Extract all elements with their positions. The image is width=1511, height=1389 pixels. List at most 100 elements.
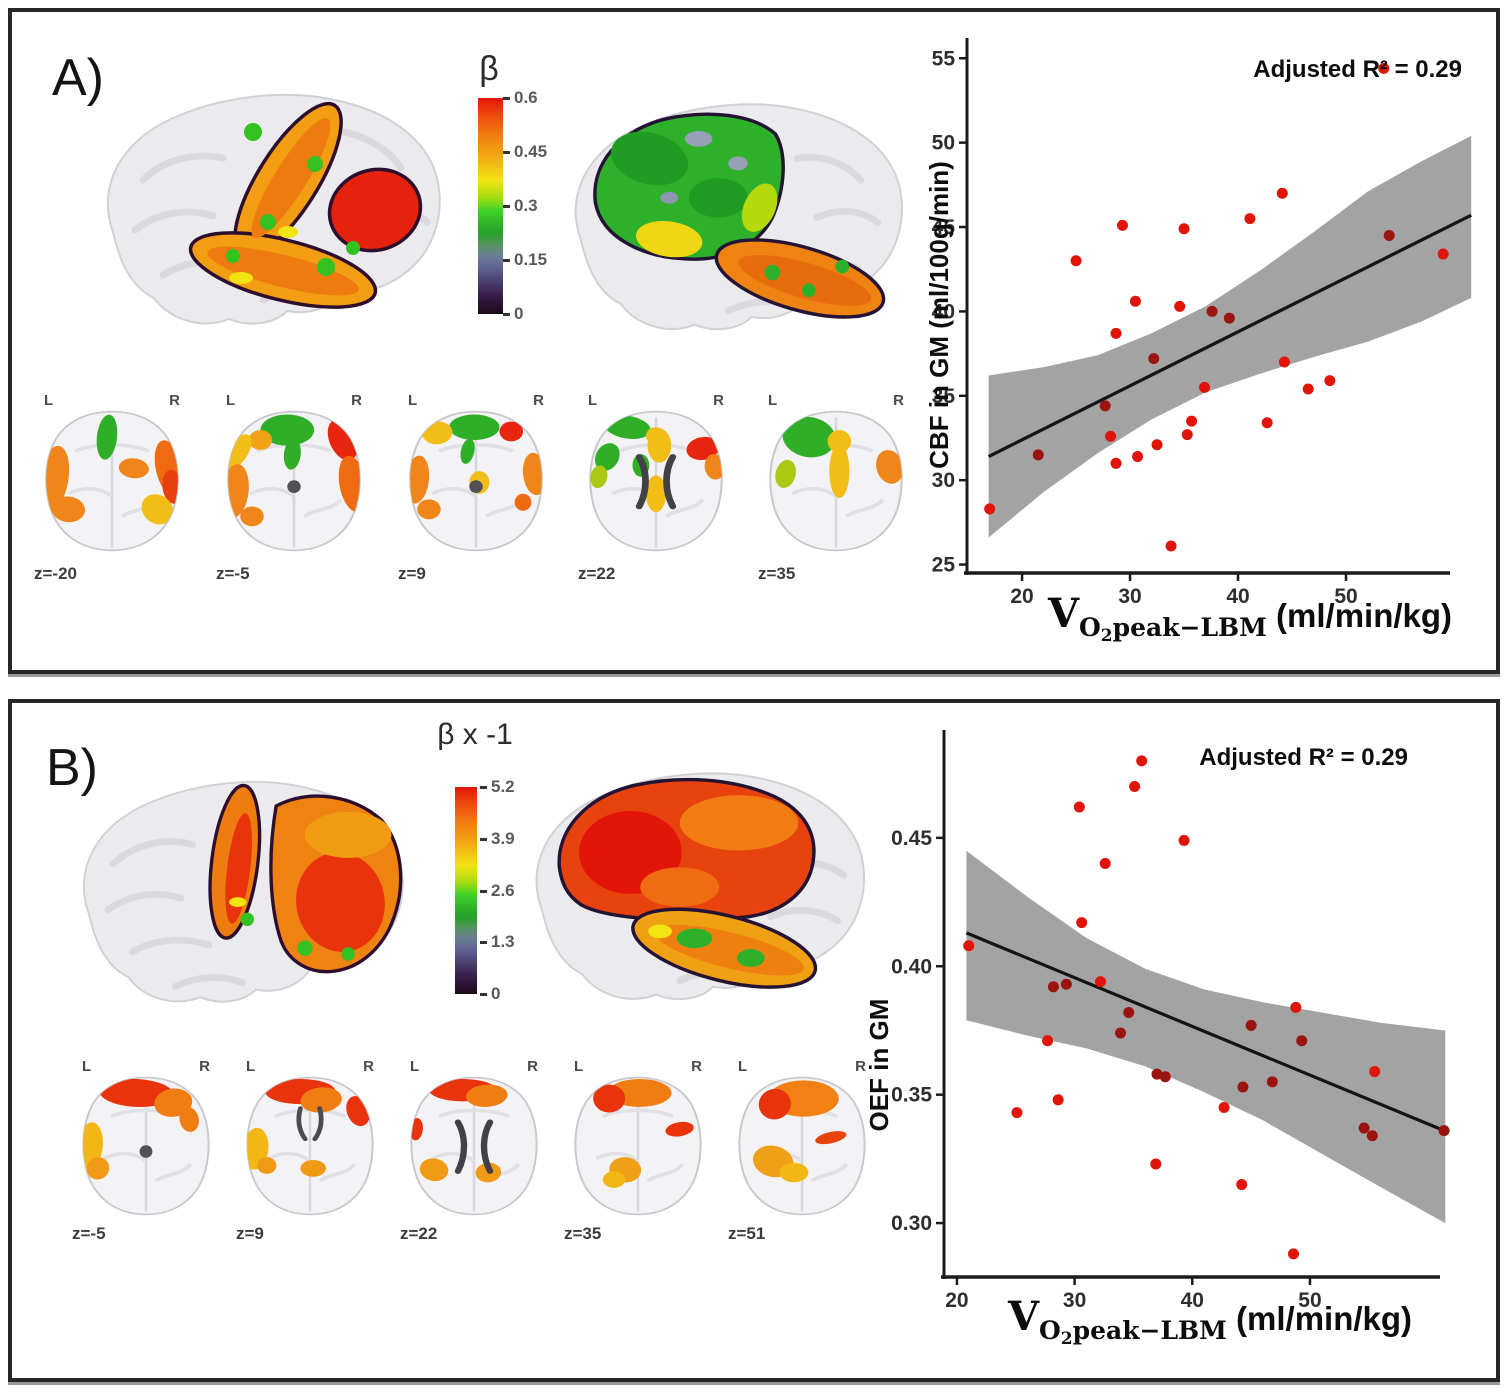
x-tick-label: 20 bbox=[1010, 585, 1033, 608]
data-point bbox=[1105, 430, 1117, 442]
x-axis-label: VO2peak−LBM (ml/min/kg) bbox=[1047, 590, 1452, 646]
x-tick-label: 50 bbox=[1334, 585, 1357, 608]
axial-slice-image bbox=[409, 410, 543, 552]
axial-slice-image bbox=[574, 1076, 702, 1216]
slice-z-label: z=22 bbox=[400, 1224, 438, 1243]
x-tick-label: 40 bbox=[1226, 585, 1249, 608]
data-point bbox=[1116, 219, 1128, 231]
data-point bbox=[1095, 976, 1107, 988]
colorbar-tick-label: 0 bbox=[514, 304, 524, 323]
colorbar-tick-mark bbox=[480, 786, 487, 789]
data-point bbox=[984, 503, 996, 515]
data-point bbox=[1223, 312, 1235, 324]
data-point bbox=[1181, 429, 1193, 441]
x-tick-label: 20 bbox=[945, 1289, 968, 1312]
data-point bbox=[1324, 375, 1336, 387]
slice-z-label: z=-5 bbox=[72, 1224, 106, 1243]
data-point bbox=[1383, 229, 1395, 241]
colorbar-tick-mark bbox=[503, 151, 510, 154]
data-point bbox=[1178, 834, 1190, 846]
data-point bbox=[1245, 1019, 1257, 1031]
colorbar-a-gradient bbox=[478, 98, 503, 314]
data-point bbox=[1437, 248, 1449, 260]
data-point bbox=[1052, 1094, 1064, 1106]
scatter-plot-oef: 20 30 40 50 0.30 0.35 0.40 0.45 Adjusted R² = 0.… bbox=[860, 715, 1510, 1387]
data-point bbox=[1290, 1001, 1302, 1013]
regression-line bbox=[965, 931, 1445, 1133]
annotation-r-squared: Adjusted R² = 0.29 bbox=[1199, 744, 1408, 771]
scatter-canvas-oef: 20 30 40 50 0.30 0.35 0.40 0.45 Adjusted R² = 0.… bbox=[864, 730, 1450, 1349]
colorbar-b: β x -1 5.2 3.9 2.6 1.3 0 bbox=[400, 718, 560, 1003]
data-point bbox=[1151, 439, 1163, 451]
slice-right-label: R bbox=[363, 1058, 374, 1075]
axial-slice-image bbox=[410, 1076, 538, 1216]
colorbar-tick-mark bbox=[503, 97, 510, 100]
slice-left-label: L bbox=[226, 392, 236, 409]
slice-z-label: z=51 bbox=[728, 1224, 766, 1243]
colorbar-tick-mark bbox=[480, 837, 487, 841]
x-tick-label: 30 bbox=[1063, 1289, 1086, 1312]
data-point bbox=[1136, 755, 1148, 767]
data-point bbox=[1278, 356, 1290, 368]
axial-slice-image bbox=[246, 1076, 374, 1216]
data-point bbox=[963, 940, 975, 952]
data-point bbox=[1099, 858, 1111, 870]
data-point bbox=[1159, 1071, 1171, 1083]
data-point bbox=[1110, 327, 1122, 339]
slice-right-label: R bbox=[893, 392, 904, 409]
colorbar-tick-mark bbox=[480, 889, 487, 893]
colorbar-tick-label: 0.3 bbox=[514, 196, 538, 215]
data-point bbox=[1366, 1130, 1378, 1142]
y-tick-label: 50 bbox=[932, 132, 955, 155]
axial-slice-image bbox=[82, 1076, 210, 1216]
confidence-band bbox=[966, 850, 1446, 1224]
slice-z-label: z=22 bbox=[578, 564, 616, 583]
brain-surface-a-left bbox=[106, 93, 441, 325]
data-point bbox=[1218, 1102, 1230, 1114]
data-point bbox=[1199, 381, 1211, 393]
slice-z-label: z=35 bbox=[564, 1224, 602, 1243]
data-point bbox=[1070, 255, 1082, 267]
colorbar-b-title: β x -1 bbox=[437, 718, 513, 751]
data-point bbox=[1129, 780, 1141, 792]
axial-slice-image bbox=[769, 410, 903, 552]
x-tick-label: 50 bbox=[1298, 1289, 1321, 1312]
colorbar-tick-label: 5.2 bbox=[491, 777, 515, 796]
colorbar-tick-mark bbox=[503, 259, 510, 262]
x-axis-label: VO2peak−LBM (ml/min/kg) bbox=[1007, 1293, 1412, 1349]
data-point bbox=[1123, 1006, 1135, 1018]
data-point bbox=[1060, 978, 1072, 990]
data-point bbox=[1165, 540, 1177, 552]
data-point bbox=[1115, 1027, 1127, 1039]
data-point bbox=[1186, 415, 1198, 427]
colorbar-tick-label: 0.15 bbox=[514, 250, 548, 269]
colorbar-a: β 0.6 0.45 0.3 0.15 0 bbox=[455, 50, 575, 323]
slice-right-label: R bbox=[691, 1058, 702, 1075]
slice-z-label: z=-20 bbox=[34, 564, 77, 583]
y-tick-label: 40 bbox=[932, 300, 955, 323]
data-point bbox=[1438, 1125, 1450, 1137]
slice-right-label: R bbox=[351, 392, 362, 409]
brain-surface-b-right bbox=[535, 772, 865, 1001]
annotation-r-squared: Adjusted R² = 0.29 bbox=[1253, 56, 1462, 83]
colorbar-tick-label: 0.6 bbox=[514, 88, 538, 107]
brain-surface-a-right bbox=[574, 103, 903, 331]
data-point bbox=[1076, 917, 1088, 929]
slice-left-label: L bbox=[738, 1058, 748, 1075]
axial-slice-image bbox=[227, 410, 361, 552]
slice-right-label: R bbox=[713, 392, 724, 409]
data-point bbox=[1178, 223, 1190, 235]
y-axis-label: OEF in GM bbox=[864, 999, 894, 1132]
colorbar-b-gradient bbox=[455, 787, 477, 994]
colorbar-a-title: β bbox=[479, 50, 499, 88]
data-point bbox=[1073, 801, 1085, 813]
y-axis-label: CBF in GM (ml/100g/min) bbox=[924, 161, 954, 469]
